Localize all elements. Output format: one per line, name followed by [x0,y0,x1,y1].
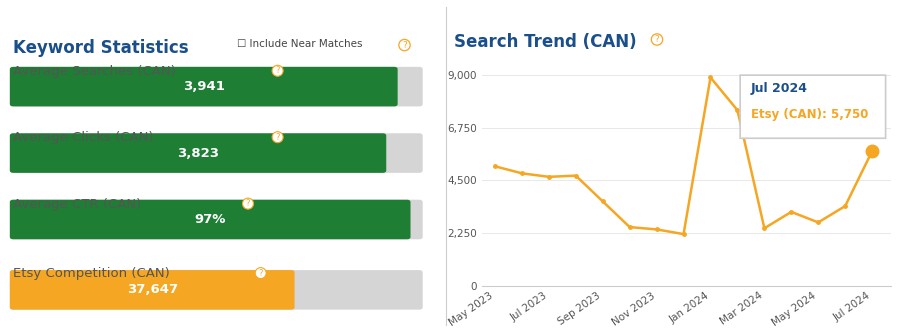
FancyBboxPatch shape [740,75,886,138]
Text: Jul 2024: Jul 2024 [751,82,808,95]
Text: Average CTR (CAN): Average CTR (CAN) [14,198,141,210]
Text: Etsy (CAN): 5,750: Etsy (CAN): 5,750 [751,108,868,121]
FancyBboxPatch shape [10,67,398,106]
Text: ?: ? [402,41,407,49]
Text: ?: ? [654,35,660,44]
Text: Average Searches (CAN): Average Searches (CAN) [14,65,176,78]
FancyBboxPatch shape [10,133,386,173]
Text: ?: ? [275,66,280,75]
FancyBboxPatch shape [10,200,423,239]
Text: Search Trend (CAN): Search Trend (CAN) [454,33,637,51]
Text: 97%: 97% [194,213,226,226]
FancyBboxPatch shape [10,67,423,106]
Text: ?: ? [258,269,263,278]
Text: ?: ? [246,199,250,208]
FancyBboxPatch shape [10,133,423,173]
Text: This keyword has been popular on Etsy over the past week.: This keyword has been popular on Etsy ov… [83,9,440,22]
Text: Average Clicks (CAN): Average Clicks (CAN) [14,131,154,144]
Text: Etsy Competition (CAN): Etsy Competition (CAN) [14,267,170,280]
Text: ?: ? [275,133,280,142]
Text: 37,647: 37,647 [127,284,178,296]
Text: ☐ Include Near Matches: ☐ Include Near Matches [238,39,363,49]
FancyBboxPatch shape [10,270,294,310]
Text: Trend Alert:: Trend Alert: [9,9,88,22]
Text: 3,941: 3,941 [183,80,225,93]
FancyBboxPatch shape [10,270,423,310]
FancyBboxPatch shape [10,200,410,239]
Text: 3,823: 3,823 [177,146,219,160]
Text: Keyword Statistics: Keyword Statistics [14,39,189,57]
